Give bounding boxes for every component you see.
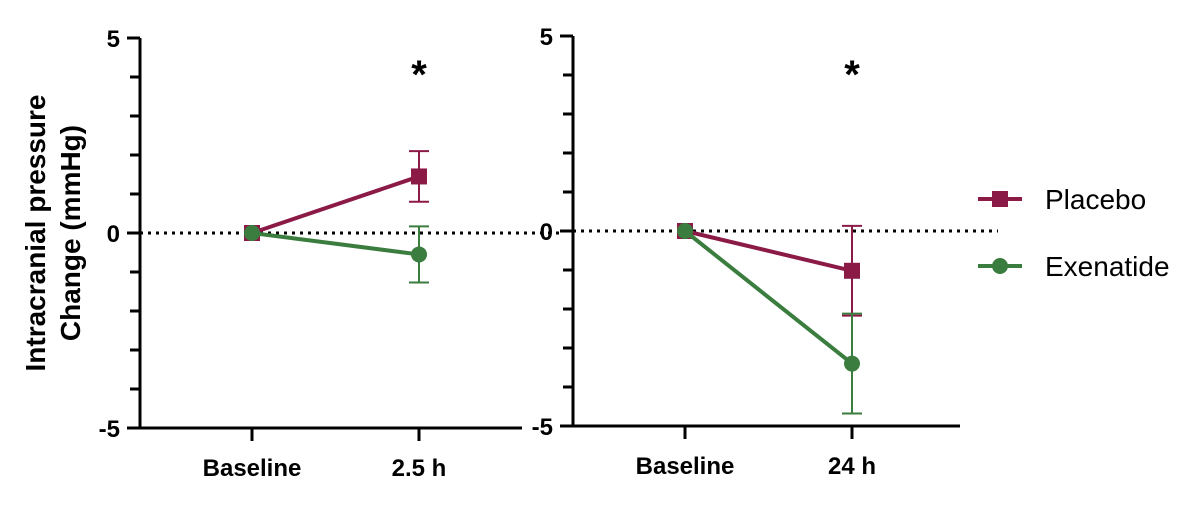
data-point — [411, 168, 427, 185]
series-line — [251, 174, 420, 235]
y-axis-title-line-2: Change (mmHg) — [55, 125, 86, 341]
y-tick-label: 5 — [540, 24, 553, 51]
data-point — [677, 223, 693, 239]
panel-1: 5 0 -5 Baseline 2.5 h * — [99, 26, 560, 482]
y-axis-title: Intracranial pressure Change (mmHg) — [20, 94, 86, 371]
y-tick-label: 0 — [107, 221, 120, 248]
panel-2: 5 0 -5 Baseline 24 h * — [532, 24, 998, 480]
legend-item-exenatide: Exenatide — [978, 251, 1170, 282]
significance-asterisk: * — [844, 53, 860, 97]
x-tick-label: Baseline — [636, 453, 735, 480]
legend-marker-square — [992, 191, 1008, 207]
y-axis-title-line-1: Intracranial pressure — [20, 94, 51, 371]
x-tick-label: 2.5 h — [392, 455, 447, 482]
legend-item-placebo: Placebo — [978, 184, 1146, 215]
legend: Placebo Exenatide — [978, 184, 1170, 282]
legend-marker-circle — [992, 258, 1008, 274]
series-line — [684, 229, 853, 273]
y-tick-label: -5 — [532, 414, 553, 441]
series-exenatide — [677, 223, 862, 415]
panels: 5 0 -5 Baseline 2.5 h * 5 0 -5 Baseline 24 h * — [99, 24, 998, 482]
legend-label: Placebo — [1045, 184, 1146, 215]
x-tick-label: 24 h — [828, 453, 876, 480]
series-line — [251, 231, 420, 257]
series-line — [683, 229, 854, 366]
series-placebo — [244, 150, 429, 241]
x-tick-label: Baseline — [203, 455, 302, 482]
data-point — [844, 355, 860, 372]
data-point — [411, 246, 427, 263]
data-point — [244, 225, 260, 241]
series-exenatide — [244, 225, 429, 284]
y-tick-label: 0 — [540, 219, 553, 246]
series-placebo — [677, 223, 862, 317]
data-point — [844, 262, 860, 279]
y-tick-label: -5 — [99, 416, 120, 443]
significance-asterisk: * — [411, 53, 427, 97]
legend-label: Exenatide — [1045, 251, 1170, 282]
y-tick-label: 5 — [107, 26, 120, 53]
